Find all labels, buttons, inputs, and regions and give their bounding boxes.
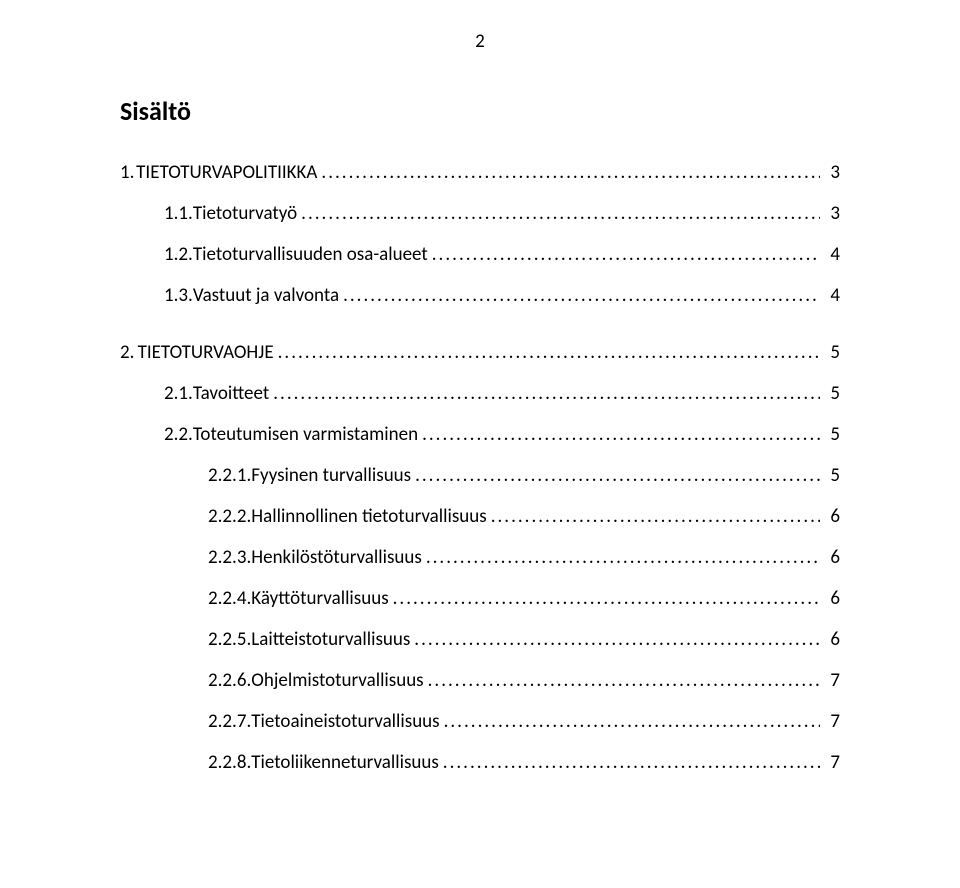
toc-entry-page: 6 bbox=[824, 546, 840, 569]
toc-entry-title: TIETOTURVAOHJE bbox=[138, 341, 274, 364]
toc-entry-number: 1.2. bbox=[164, 243, 193, 266]
toc-entry: 1.1.Tietoturvatyö 3 bbox=[120, 202, 840, 225]
toc-entry-number: 1.1. bbox=[164, 202, 193, 225]
toc-entry-title: Tavoitteet bbox=[193, 382, 269, 405]
toc-entry-page: 6 bbox=[824, 628, 840, 651]
toc-entry-page: 5 bbox=[824, 423, 840, 446]
toc-entry-title: Fyysinen turvallisuus bbox=[251, 464, 411, 487]
toc-entry-title: Ohjelmistoturvallisuus bbox=[251, 669, 423, 692]
toc-entry-title: Vastuut ja valvonta bbox=[193, 284, 339, 307]
toc-entry-title: Hallinnollinen tietoturvallisuus bbox=[251, 505, 486, 528]
toc-entry-page: 7 bbox=[824, 669, 840, 692]
toc-entry: 2.2.6.Ohjelmistoturvallisuus 7 bbox=[120, 669, 840, 692]
toc-entry-page: 5 bbox=[824, 464, 840, 487]
toc-leader-dots bbox=[273, 382, 820, 405]
toc-entry-page: 5 bbox=[824, 382, 840, 405]
toc-entry: 2.2.3.Henkilöstöturvallisuus 6 bbox=[120, 546, 840, 569]
toc-entry-number: 1.3. bbox=[164, 284, 193, 307]
toc-entry-title: TIETOTURVAPOLITIIKKA bbox=[136, 161, 317, 184]
table-of-contents: 1.TIETOTURVAPOLITIIKKA31.1.Tietoturvatyö… bbox=[120, 161, 840, 774]
toc-leader-dots bbox=[443, 751, 821, 774]
toc-leader-dots bbox=[428, 669, 821, 692]
toc-entry-title: Henkilöstöturvallisuus bbox=[251, 546, 422, 569]
toc-entry-number: 2.2.2. bbox=[208, 505, 251, 528]
toc-entry-number: 2.1. bbox=[164, 382, 193, 405]
toc-entry-page: 3 bbox=[824, 202, 840, 225]
document-page: 2 Sisältö 1.TIETOTURVAPOLITIIKKA31.1.Tie… bbox=[0, 0, 960, 888]
toc-entry-page: 4 bbox=[824, 284, 840, 307]
toc-leader-dots bbox=[426, 546, 821, 569]
toc-entry-number: 2.2.6. bbox=[208, 669, 251, 692]
toc-entry: 2.2.1.Fyysinen turvallisuus 5 bbox=[120, 464, 840, 487]
toc-entry-page: 5 bbox=[824, 341, 840, 364]
toc-entry-title: Tietoaineistoturvallisuus bbox=[251, 710, 439, 733]
toc-entry-page: 7 bbox=[824, 751, 840, 774]
toc-entry-number: 2.2.3. bbox=[208, 546, 251, 569]
toc-entry-page: 6 bbox=[824, 587, 840, 610]
toc-entry-page: 4 bbox=[824, 243, 840, 266]
toc-entry: 2.2.2.Hallinnollinen tietoturvallisuus 6 bbox=[120, 505, 840, 528]
toc-entry: 2.2.4.Käyttöturvallisuus 6 bbox=[120, 587, 840, 610]
toc-leader-dots bbox=[444, 710, 821, 733]
toc-entry-number: 2.2.1. bbox=[208, 464, 251, 487]
toc-entry-number: 2.2.7. bbox=[208, 710, 251, 733]
toc-entry-title: Tietoliikenneturvallisuus bbox=[251, 751, 439, 774]
toc-entry: 1.3.Vastuut ja valvonta 4 bbox=[120, 284, 840, 307]
toc-leader-dots bbox=[278, 341, 821, 364]
toc-entry-page: 7 bbox=[824, 710, 840, 733]
toc-entry-title: Tietoturvallisuuden osa-alueet bbox=[193, 243, 428, 266]
toc-leader-dots bbox=[321, 161, 820, 184]
toc-entry-title: Tietoturvatyö bbox=[193, 202, 297, 225]
toc-entry-number: 2.2.8. bbox=[208, 751, 251, 774]
toc-entry-number: 2.2.5. bbox=[208, 628, 251, 651]
toc-entry: 1.2.Tietoturvallisuuden osa-alueet 4 bbox=[120, 243, 840, 266]
toc-entry: 2.2.Toteutumisen varmistaminen 5 bbox=[120, 423, 840, 446]
toc-leader-dots bbox=[491, 505, 821, 528]
toc-leader-dots bbox=[415, 464, 820, 487]
page-number: 2 bbox=[120, 30, 840, 53]
toc-entry-number: 2. bbox=[120, 341, 138, 364]
toc-entry-title: Toteutumisen varmistaminen bbox=[193, 423, 418, 446]
toc-entry-number: 1. bbox=[120, 161, 136, 184]
toc-heading: Sisältö bbox=[120, 95, 840, 127]
toc-entry: 2.2.5.Laitteistoturvallisuus 6 bbox=[120, 628, 840, 651]
toc-entry: 2.1.Tavoitteet 5 bbox=[120, 382, 840, 405]
toc-leader-dots bbox=[422, 423, 820, 446]
toc-entry-number: 2.2.4. bbox=[208, 587, 251, 610]
toc-entry-page: 6 bbox=[824, 505, 840, 528]
toc-entry: 1.TIETOTURVAPOLITIIKKA 3 bbox=[120, 161, 840, 184]
toc-entry: 2.2.8.Tietoliikenneturvallisuus 7 bbox=[120, 751, 840, 774]
toc-entry: 2.TIETOTURVAOHJE 5 bbox=[120, 341, 840, 364]
toc-entry-title: Laitteistoturvallisuus bbox=[251, 628, 410, 651]
toc-entry-number: 2.2. bbox=[164, 423, 193, 446]
toc-leader-dots bbox=[301, 202, 820, 225]
toc-entry-page: 3 bbox=[824, 161, 840, 184]
toc-entry: 2.2.7.Tietoaineistoturvallisuus 7 bbox=[120, 710, 840, 733]
toc-entry-title: Käyttöturvallisuus bbox=[251, 587, 388, 610]
toc-leader-dots bbox=[414, 628, 820, 651]
toc-leader-dots bbox=[432, 243, 821, 266]
toc-leader-dots bbox=[393, 587, 821, 610]
toc-leader-dots bbox=[343, 284, 820, 307]
